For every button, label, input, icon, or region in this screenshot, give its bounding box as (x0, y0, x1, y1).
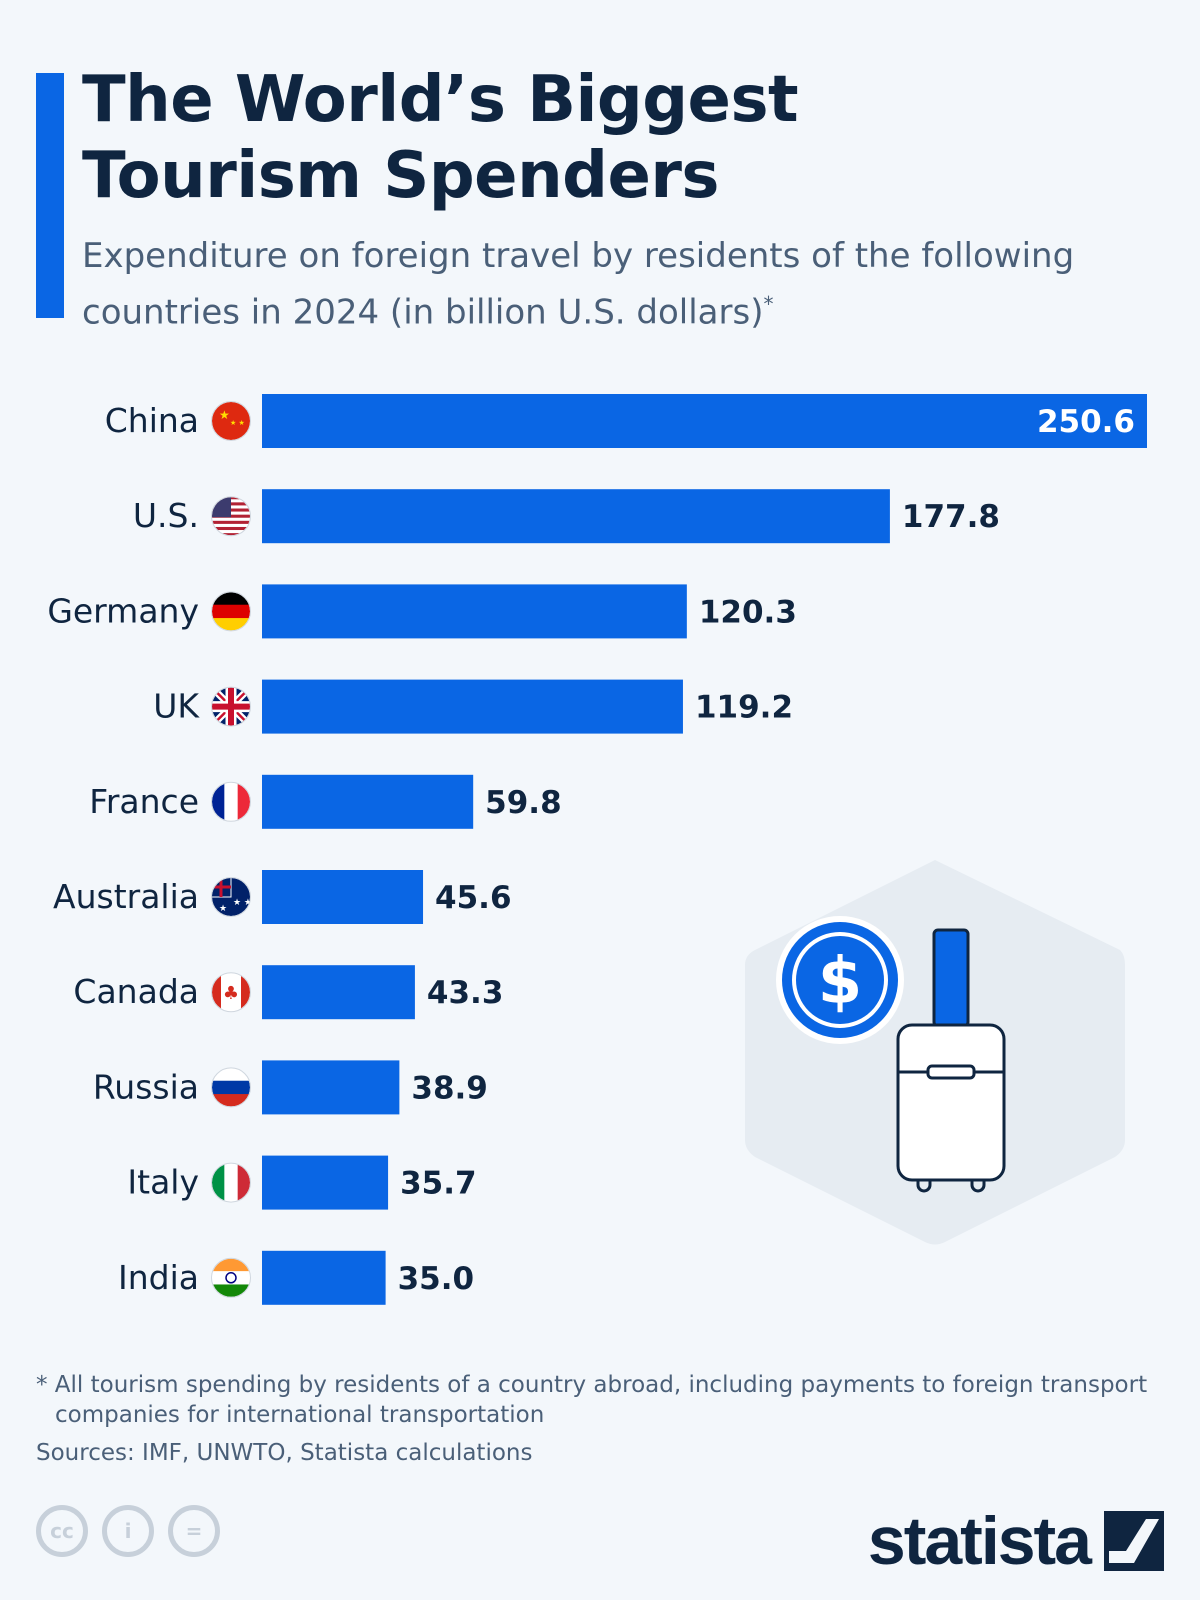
bar-row-china: China ★★ ★ 250.6 (105, 394, 1147, 448)
category-label: Germany (47, 591, 199, 630)
dollar-coin-icon: $ (776, 916, 904, 1044)
bar-row-india: India 35.0 (118, 1250, 475, 1305)
logo-text: statista (867, 1503, 1092, 1579)
footnote: * All tourism spending by residents of a… (36, 1372, 1148, 1428)
svg-text:★: ★ (219, 904, 227, 914)
bar (262, 870, 424, 924)
value-label: 250.6 (1037, 404, 1135, 440)
category-label: Australia (53, 877, 199, 916)
title-line-2: Tourism Spenders (82, 139, 720, 213)
bar (262, 1060, 400, 1115)
title-line-1: The World’s Biggest (82, 63, 799, 137)
canada-flag-icon: ♣ (212, 973, 250, 1012)
category-label: Canada (73, 972, 199, 1011)
illustration: $ (745, 860, 1125, 1245)
bar (262, 774, 474, 829)
cc-icon[interactable]: cc (36, 1505, 88, 1557)
value-label: 120.3 (699, 594, 797, 630)
bar (262, 394, 1147, 448)
svg-text:$: $ (818, 945, 863, 1019)
no-derivatives-icon[interactable]: = (168, 1505, 220, 1557)
usa-flag-icon (212, 497, 250, 536)
category-label: U.S. (133, 496, 199, 535)
category-label: Italy (127, 1163, 199, 1202)
subtitle-text: Expenditure on foreign travel by residen… (82, 236, 1075, 333)
bar-row-russia: Russia 38.9 (93, 1060, 488, 1115)
svg-text:★ ★: ★ ★ (230, 419, 245, 427)
category-label: Russia (93, 1067, 199, 1106)
bar (262, 965, 415, 1020)
footnote-mark: * (763, 292, 774, 316)
uk-flag-icon (212, 687, 250, 726)
value-label: 35.7 (400, 1166, 477, 1202)
china-flag-icon: ★★ ★ (212, 402, 250, 440)
bar-row-italy: Italy 35.7 (127, 1155, 477, 1210)
bar (262, 584, 687, 639)
bar (262, 1250, 386, 1305)
value-label: 59.8 (485, 785, 562, 821)
russia-flag-icon (212, 1068, 250, 1107)
value-label: 119.2 (695, 690, 793, 726)
bar (262, 679, 683, 734)
svg-text:♣: ♣ (223, 983, 239, 1004)
bar (262, 489, 890, 544)
license-icons: cc i = (36, 1505, 220, 1557)
bar-row-germany: Germany 120.3 (47, 584, 797, 639)
italy-flag-icon (212, 1163, 250, 1202)
category-label: China (105, 401, 199, 440)
bar-row-australia: Australia ★ ★ ★ 45.6 (53, 870, 512, 924)
svg-text:★: ★ (219, 408, 230, 422)
category-label: France (89, 782, 199, 821)
chart-title: The World’s Biggest Tourism Spenders (82, 62, 799, 214)
chart-subtitle: Expenditure on foreign travel by residen… (82, 232, 1182, 336)
bar-row-us: U.S. 177.8 (133, 489, 1000, 544)
bar-row-canada: Canada ♣ 43.3 (73, 965, 504, 1020)
value-label: 38.9 (411, 1070, 488, 1106)
category-label: India (118, 1258, 199, 1297)
bar-row-uk: UK 119.2 (153, 679, 793, 734)
value-label: 177.8 (902, 499, 1000, 535)
accent-bar (36, 73, 64, 318)
bar (262, 1155, 389, 1210)
statista-logo[interactable]: statista (868, 1502, 1164, 1580)
statista-logo-mark-icon (1104, 1511, 1164, 1571)
france-flag-icon (212, 782, 250, 821)
india-flag-icon (212, 1258, 250, 1297)
bar-row-france: France 59.8 (89, 774, 562, 829)
suitcase-icon (896, 928, 1006, 1193)
svg-text:★ ★: ★ ★ (233, 898, 252, 908)
sources: Sources: IMF, UNWTO, Statista calculatio… (36, 1440, 533, 1466)
value-label: 43.3 (427, 975, 504, 1011)
attribution-icon[interactable]: i (102, 1505, 154, 1557)
category-label: UK (153, 687, 200, 726)
value-label: 35.0 (398, 1261, 475, 1297)
germany-flag-icon (212, 592, 250, 631)
value-label: 45.6 (435, 880, 512, 916)
